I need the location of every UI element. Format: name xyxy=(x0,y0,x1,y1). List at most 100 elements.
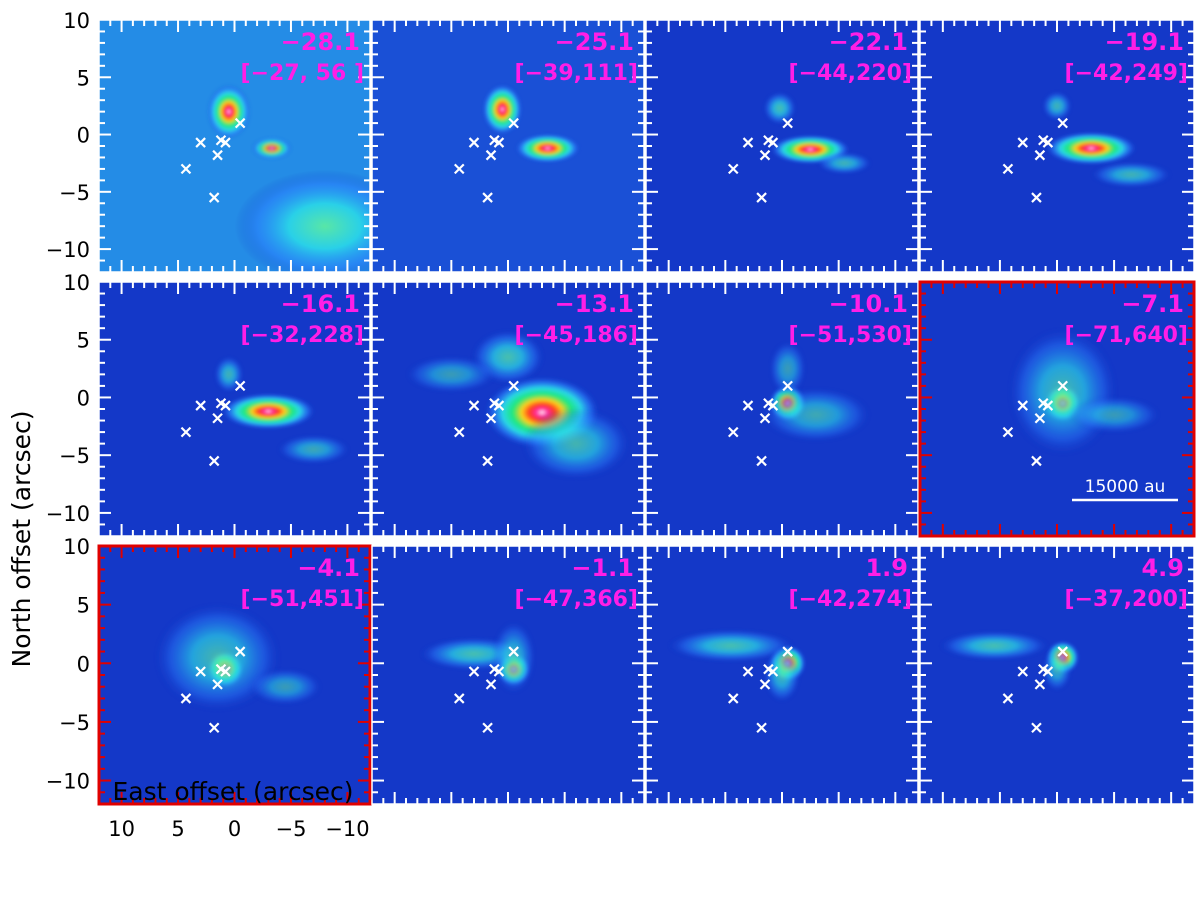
y-tick-label: −10 xyxy=(46,238,90,262)
x-tick-labels: 10 5 0 −5 −10 xyxy=(108,817,369,841)
source-marker xyxy=(234,380,246,392)
emission-blob xyxy=(817,152,872,175)
panel-velocity-label: −4.1 xyxy=(297,554,360,582)
y-tick-label: 5 xyxy=(77,329,90,353)
source-marker xyxy=(1034,679,1046,690)
x-tick-label: 0 xyxy=(228,817,241,841)
highlight-frame xyxy=(918,280,1196,538)
source-marker xyxy=(727,426,739,438)
panel-velocity-label: −10.1 xyxy=(829,290,908,318)
source-marker xyxy=(1031,722,1042,734)
source-marker xyxy=(208,722,220,734)
source-marker xyxy=(756,722,767,734)
channel-panel: −13.1 [−45,186] xyxy=(371,281,645,537)
panel-velocity-label: 4.9 xyxy=(1141,554,1184,582)
scale-bar-label: 15000 au xyxy=(1085,477,1166,497)
source-marker xyxy=(453,426,465,438)
emission-blob xyxy=(763,91,797,125)
emission-blob xyxy=(251,137,292,160)
panel-ticks xyxy=(372,282,644,536)
channel-panel: −10.1 [−51,530] xyxy=(645,281,919,537)
source-marker xyxy=(195,400,206,411)
panel-frame xyxy=(645,545,919,805)
source-marker xyxy=(482,192,493,203)
panel-ticks xyxy=(99,282,370,536)
y-tick-labels: 10 5 0 −5 −10 10 5 0 −5 −10 10 5 0 −5 −10 xyxy=(46,9,90,794)
source-marker xyxy=(482,455,493,467)
channel-panel: 4.9 [−37,200] xyxy=(919,545,1195,805)
source-marker xyxy=(742,137,754,148)
source-marker xyxy=(468,400,480,411)
panel-ticks xyxy=(99,20,370,272)
source-marker xyxy=(1042,137,1054,148)
panel-frame xyxy=(371,19,645,273)
source-marker xyxy=(782,117,793,129)
source-marker xyxy=(1042,666,1054,677)
source-marker xyxy=(727,693,739,704)
panel-ticks xyxy=(646,282,918,536)
panel-velocity-label: −13.1 xyxy=(555,290,634,318)
source-marker xyxy=(1057,646,1068,657)
y-axis-label: North offset (arcsec) xyxy=(7,411,36,668)
emission-field xyxy=(372,20,644,272)
channel-map-panels: −28.1 [−27, 56 ] −25.1 [−39,111] −22.1 [−44,2… xyxy=(97,19,1196,806)
panel-frame xyxy=(645,19,919,273)
x-axis-label: East offset (arcsec) xyxy=(112,777,353,806)
source-marker xyxy=(742,400,754,411)
source-marker xyxy=(195,137,206,148)
source-marker xyxy=(1017,137,1029,148)
panel-frame xyxy=(371,545,645,805)
channel-panel: −25.1 [−39,111] xyxy=(371,19,645,273)
source-marker xyxy=(234,646,246,657)
y-tick-label: 10 xyxy=(63,271,90,295)
y-axis: North offset (arcsec) xyxy=(7,411,36,668)
y-tick-label: 0 xyxy=(77,124,90,148)
scale-bar: 15000 au xyxy=(1072,477,1178,502)
y-tick-label: −5 xyxy=(59,711,90,735)
panel-frame xyxy=(645,281,919,537)
panel-velocity-label: −25.1 xyxy=(555,28,634,56)
panel-ticks xyxy=(920,546,1194,804)
emission-blob xyxy=(515,133,581,163)
source-marker xyxy=(195,666,206,677)
panel-ticks xyxy=(372,546,644,804)
panel-velocity-label: −1.1 xyxy=(571,554,634,582)
panel-frame xyxy=(919,19,1195,273)
panel-velocity-label: 1.9 xyxy=(865,554,908,582)
panel-range-label: [−42,274] xyxy=(789,587,912,612)
panel-range-label: [−47,366] xyxy=(515,587,638,612)
source-marker xyxy=(485,149,497,161)
source-marker xyxy=(1031,455,1042,467)
source-marker xyxy=(212,679,223,690)
source-marker xyxy=(1057,380,1068,392)
source-marker xyxy=(1034,412,1046,424)
source-marker xyxy=(1057,117,1068,129)
emission-blob xyxy=(763,647,801,703)
source-marker xyxy=(485,412,497,424)
source-marker xyxy=(220,400,231,411)
panel-range-label: [−39,111] xyxy=(515,61,638,86)
source-marker xyxy=(468,666,480,677)
x-tick-label: −10 xyxy=(325,817,369,841)
emission-blob xyxy=(154,603,281,712)
panel-frame xyxy=(98,281,371,537)
channel-panel: −22.1 [−44,220] xyxy=(645,19,919,273)
source-marker xyxy=(220,137,231,148)
source-marker xyxy=(212,412,223,424)
emission-blob xyxy=(521,407,631,480)
source-marker xyxy=(485,679,497,690)
emission-blob xyxy=(769,341,806,396)
panel-velocity-label: −19.1 xyxy=(1105,28,1184,56)
source-marker xyxy=(508,117,519,129)
source-marker xyxy=(508,380,519,392)
emission-blob xyxy=(1091,161,1172,188)
source-marker xyxy=(767,400,779,411)
source-marker xyxy=(727,163,739,175)
emission-blob xyxy=(1068,396,1160,434)
x-axis: East offset (arcsec) xyxy=(112,777,353,806)
panel-velocity-label: −22.1 xyxy=(829,28,908,56)
y-tick-label: −5 xyxy=(59,181,90,205)
source-marker xyxy=(180,693,192,704)
emission-blob xyxy=(667,629,795,663)
